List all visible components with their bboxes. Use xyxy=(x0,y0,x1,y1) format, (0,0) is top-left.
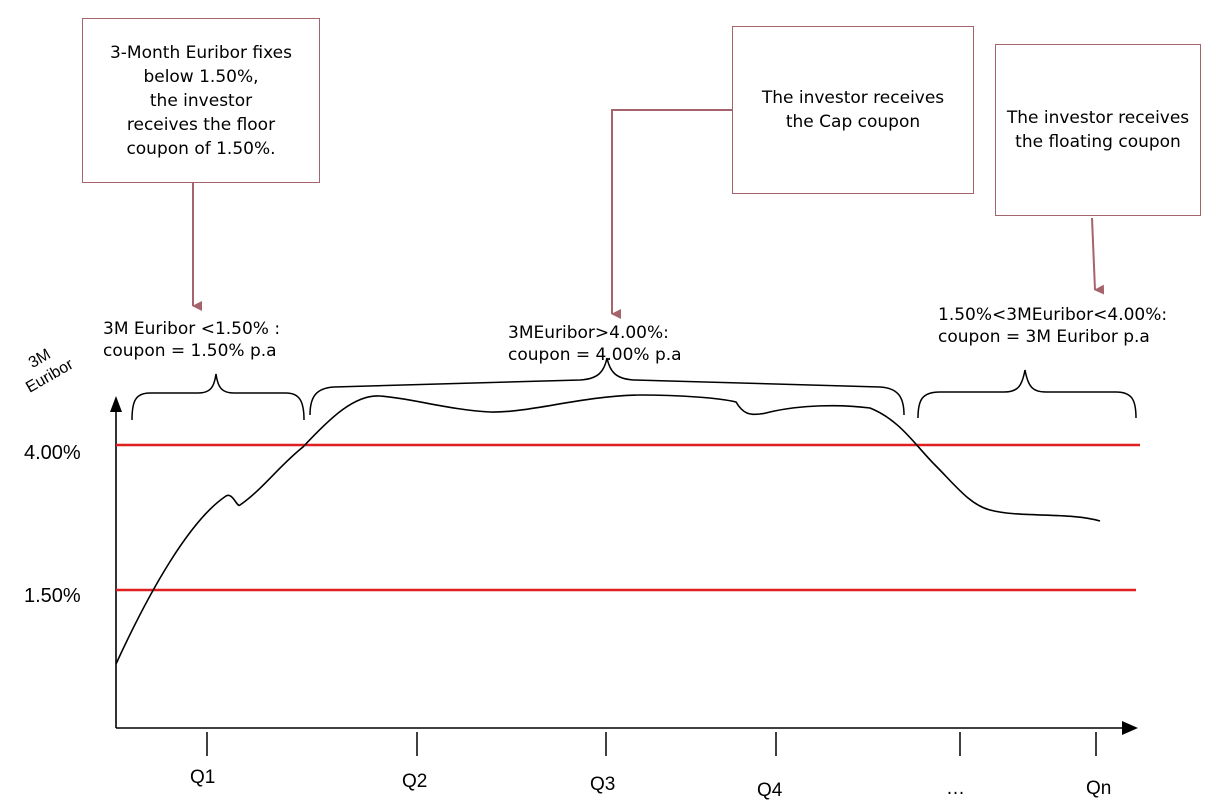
tick-label-ellipsis: … xyxy=(946,778,965,799)
bracket-cap xyxy=(309,357,905,416)
callout-floor-coupon: 3-Month Euribor fixes below 1.50%, the i… xyxy=(82,18,320,183)
callout-cap-coupon: The investor receives the Cap coupon xyxy=(732,26,974,194)
level-label-1-50: 1.50% xyxy=(24,585,81,607)
annotation-cap: 3MEuribor>4.00%: coupon = 4.00% p.a xyxy=(508,323,682,365)
tick-label-q2: Q2 xyxy=(402,771,428,792)
callout-floating-coupon: The investor receives the floating coupo… xyxy=(995,44,1201,216)
annotation-floor: 3M Euribor <1.50% : coupon = 1.50% p.a xyxy=(103,319,281,361)
callout-connector-floating xyxy=(1091,217,1105,295)
tick-label-qn: Qn xyxy=(1086,778,1112,799)
tick-label-q1: Q1 xyxy=(190,767,216,788)
tick-label-q3: Q3 xyxy=(590,774,616,795)
y-axis-arrow-icon xyxy=(110,396,122,412)
x-axis-arrow-icon xyxy=(1122,721,1138,735)
bracket-floor xyxy=(131,373,305,421)
tick-label-q4: Q4 xyxy=(757,780,783,801)
callout-connector-cap xyxy=(611,109,732,319)
euribor-curve xyxy=(115,394,1101,665)
annotation-floating: 1.50%<3MEuribor<4.00%: coupon = 3M Eurib… xyxy=(938,305,1168,347)
level-label-4-00: 4.00% xyxy=(24,442,81,464)
bracket-floating xyxy=(917,369,1137,419)
